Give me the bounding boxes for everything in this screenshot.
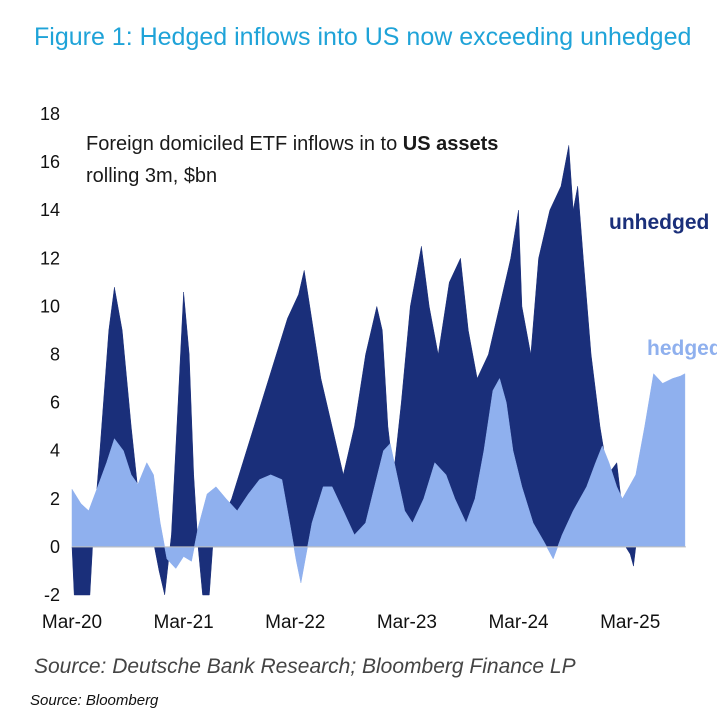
y-tick-label: 8 xyxy=(50,345,60,365)
y-axis: 18 16 14 12 10 8 6 4 2 0 -2 xyxy=(40,104,60,605)
x-tick-label: Mar-22 xyxy=(265,612,325,633)
x-tick-label: Mar-23 xyxy=(377,612,437,633)
series-area-hedged xyxy=(71,373,686,584)
x-tick-label: Mar-20 xyxy=(42,612,102,633)
x-axis: Mar-20 Mar-21 Mar-22 Mar-23 Mar-24 Mar-25 xyxy=(42,612,660,633)
y-tick-label: -2 xyxy=(44,585,60,605)
chart-annotation-line1: Foreign domiciled ETF inflows in to US a… xyxy=(86,133,498,155)
y-tick-label: 16 xyxy=(40,152,60,172)
y-tick-label: 18 xyxy=(40,104,60,124)
x-tick-label: Mar-24 xyxy=(488,612,549,633)
x-tick-label: Mar-25 xyxy=(600,612,660,633)
y-tick-label: 10 xyxy=(40,296,60,316)
y-tick-label: 0 xyxy=(50,537,60,557)
y-tick-label: 4 xyxy=(50,441,60,461)
y-tick-label: 6 xyxy=(50,393,60,413)
source-note-secondary: Source: Bloomberg xyxy=(30,692,159,709)
source-note: Source: Deutsche Bank Research; Bloomber… xyxy=(34,655,576,678)
y-tick-label: 14 xyxy=(40,200,60,220)
series-label-hedged: hedged xyxy=(647,337,717,360)
y-tick-label: 12 xyxy=(40,248,60,268)
y-tick-label: 2 xyxy=(50,489,60,509)
plot-areas xyxy=(71,145,686,596)
series-label-unhedged: unhedged xyxy=(609,211,709,234)
chart-annotation-line2: rolling 3m, $bn xyxy=(86,165,217,187)
x-tick-label: Mar-21 xyxy=(154,612,214,633)
figure-title: Figure 1: Hedged inflows into US now exc… xyxy=(34,23,692,51)
